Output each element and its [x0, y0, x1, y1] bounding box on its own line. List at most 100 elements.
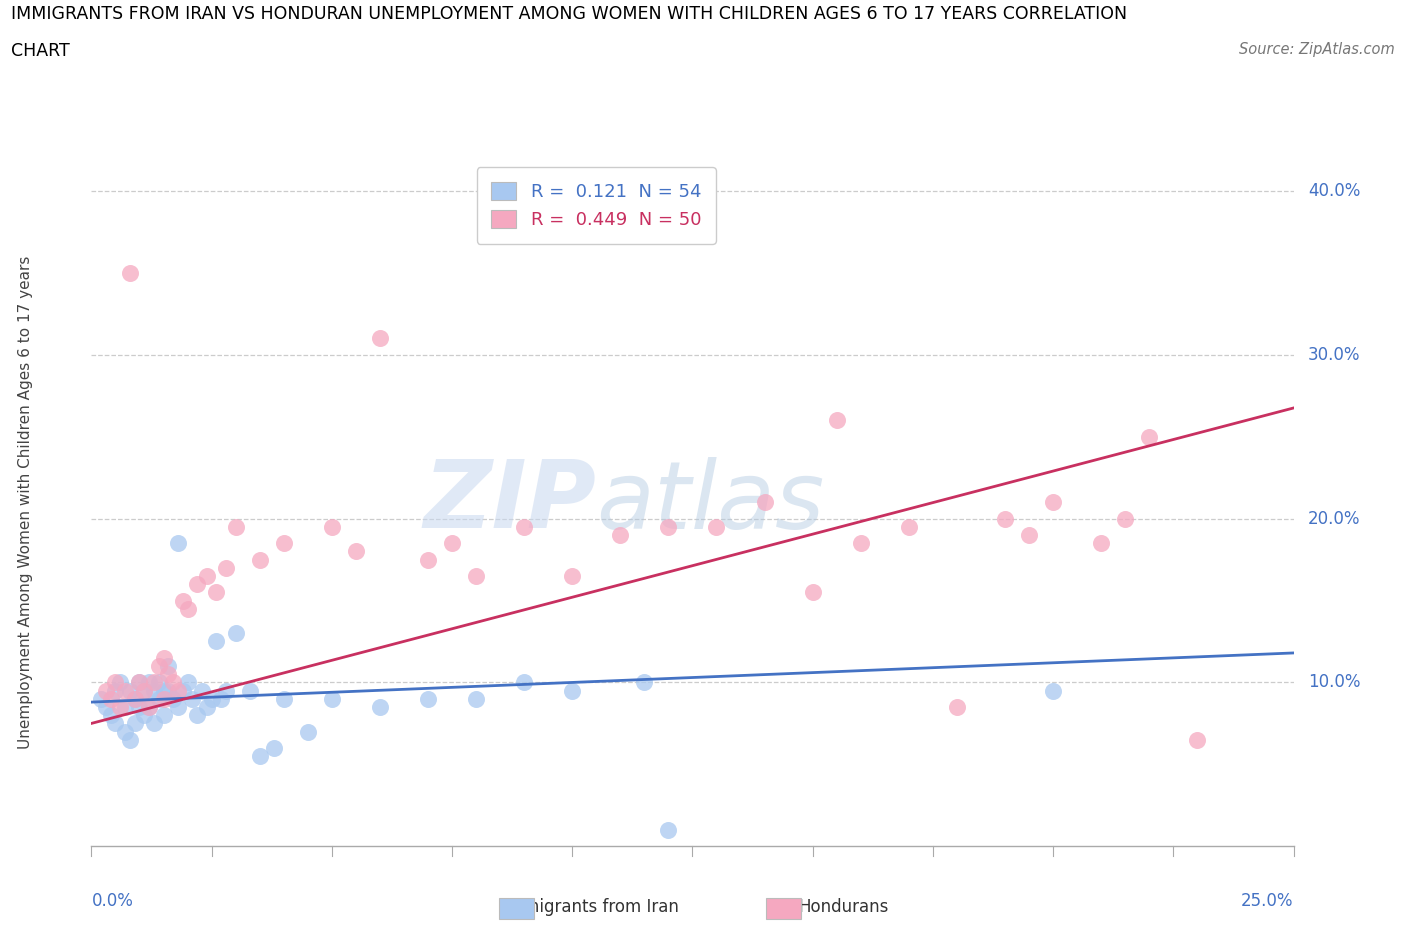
Point: [157, 658, 180, 673]
Point: [215, 560, 238, 575]
Point: [201, 691, 224, 706]
Point: [1187, 732, 1209, 747]
Point: [321, 519, 343, 534]
Point: [416, 691, 439, 706]
Point: [273, 536, 295, 551]
Text: CHART: CHART: [11, 42, 70, 60]
Point: [849, 536, 872, 551]
Text: 25.0%: 25.0%: [1241, 892, 1294, 910]
Point: [134, 684, 156, 698]
Point: [142, 716, 165, 731]
Point: [100, 708, 122, 723]
Point: [181, 691, 204, 706]
Point: [186, 577, 208, 591]
Point: [657, 519, 679, 534]
Text: 20.0%: 20.0%: [1308, 510, 1361, 527]
Point: [195, 568, 218, 583]
Text: 40.0%: 40.0%: [1308, 182, 1361, 200]
Point: [152, 650, 174, 665]
Point: [368, 331, 391, 346]
Point: [157, 684, 180, 698]
Point: [162, 691, 184, 706]
Point: [249, 552, 271, 567]
Point: [186, 708, 208, 723]
Text: atlas: atlas: [596, 457, 824, 548]
Point: [994, 512, 1017, 526]
Point: [134, 684, 156, 698]
Point: [138, 699, 160, 714]
Point: [114, 724, 136, 739]
Point: [801, 585, 824, 600]
Point: [152, 691, 174, 706]
Point: [633, 675, 655, 690]
Point: [118, 732, 141, 747]
Text: Source: ZipAtlas.com: Source: ZipAtlas.com: [1239, 42, 1395, 57]
Point: [176, 602, 198, 617]
Text: Unemployment Among Women with Children Ages 6 to 17 years: Unemployment Among Women with Children A…: [18, 256, 32, 749]
Point: [162, 675, 184, 690]
Point: [110, 699, 132, 714]
Point: [124, 691, 146, 706]
Point: [128, 675, 150, 690]
Point: [1137, 430, 1160, 445]
Point: [118, 265, 141, 280]
Point: [1114, 512, 1136, 526]
Point: [368, 699, 391, 714]
Point: [561, 684, 583, 698]
Point: [94, 684, 117, 698]
Point: [297, 724, 319, 739]
Point: [706, 519, 728, 534]
Point: [215, 684, 238, 698]
Point: [225, 519, 247, 534]
Point: [465, 691, 488, 706]
Point: [195, 699, 218, 714]
Point: [440, 536, 463, 551]
Point: [167, 684, 190, 698]
Point: [142, 684, 165, 698]
Point: [344, 544, 367, 559]
Text: IMMIGRANTS FROM IRAN VS HONDURAN UNEMPLOYMENT AMONG WOMEN WITH CHILDREN AGES 6 T: IMMIGRANTS FROM IRAN VS HONDURAN UNEMPLO…: [11, 5, 1128, 22]
Point: [1042, 684, 1064, 698]
Point: [114, 699, 136, 714]
Point: [114, 684, 136, 698]
Point: [754, 495, 776, 510]
Point: [897, 519, 920, 534]
Point: [124, 716, 146, 731]
Point: [205, 634, 228, 649]
Point: [152, 684, 174, 698]
Point: [1018, 527, 1040, 542]
Point: [118, 684, 141, 698]
Point: [191, 684, 214, 698]
Text: Hondurans: Hondurans: [799, 897, 889, 916]
Text: Immigrants from Iran: Immigrants from Iran: [502, 897, 679, 916]
Point: [609, 527, 631, 542]
Point: [94, 699, 117, 714]
Point: [167, 699, 190, 714]
Point: [167, 536, 190, 551]
Point: [273, 691, 295, 706]
Text: 10.0%: 10.0%: [1308, 673, 1361, 691]
Point: [128, 699, 150, 714]
Point: [128, 675, 150, 690]
Point: [465, 568, 488, 583]
Point: [416, 552, 439, 567]
Text: ZIP: ZIP: [423, 457, 596, 548]
Point: [1042, 495, 1064, 510]
Point: [104, 675, 127, 690]
Point: [138, 699, 160, 714]
Point: [104, 684, 127, 698]
Point: [513, 519, 536, 534]
Point: [561, 568, 583, 583]
Point: [148, 658, 170, 673]
Point: [176, 675, 198, 690]
Point: [513, 675, 536, 690]
Point: [148, 675, 170, 690]
Point: [205, 585, 228, 600]
Point: [209, 691, 232, 706]
Point: [90, 691, 112, 706]
Point: [172, 593, 194, 608]
Point: [142, 675, 165, 690]
Point: [239, 684, 262, 698]
Point: [138, 675, 160, 690]
Point: [110, 675, 132, 690]
